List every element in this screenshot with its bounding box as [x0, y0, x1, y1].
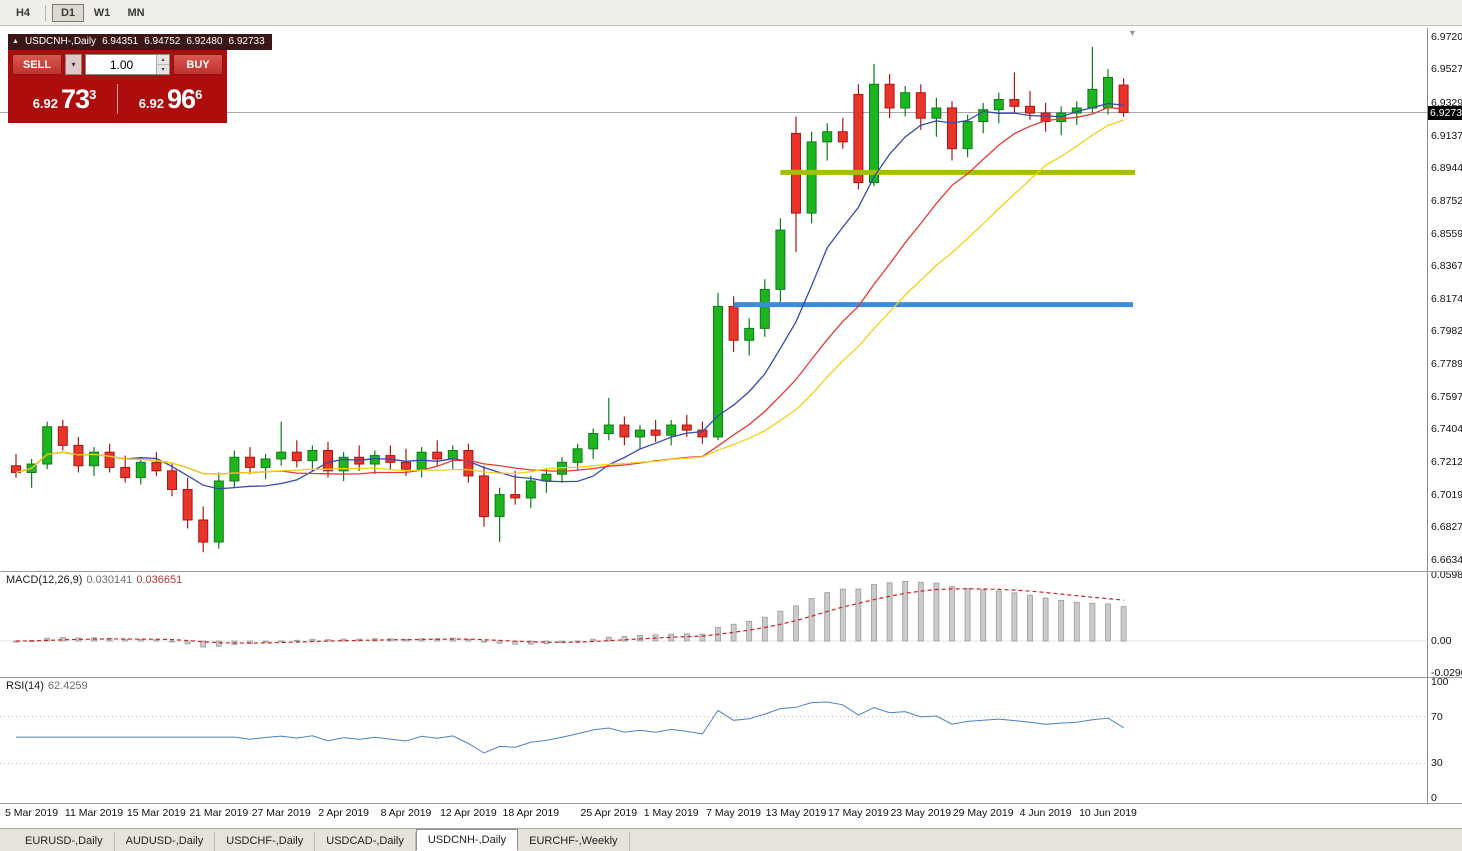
price-axis-label: 6.75970	[1431, 390, 1462, 403]
price-axis-label: 6.89445	[1431, 162, 1462, 175]
price-axis-label: 6.87520	[1431, 194, 1462, 207]
order-type-dropdown[interactable]: ▾	[65, 54, 82, 75]
chart-tab-usdcnh-daily[interactable]: USDCNH-,Daily	[415, 829, 519, 851]
price-axis-label: 6.77895	[1431, 358, 1462, 371]
sell-price-point: 3	[89, 86, 97, 102]
price-axis-label: 6.68270	[1431, 521, 1462, 534]
price-axis-label: 6.74045	[1431, 423, 1462, 436]
chart-tab-usdcad-daily[interactable]: USDCAD-,Daily	[315, 832, 416, 851]
buy-price-point: 6	[195, 86, 203, 102]
price-chart-canvas[interactable]	[0, 28, 1427, 571]
ohlc-high: 6.94752	[144, 36, 181, 47]
date-label: 5 Mar 2019	[5, 807, 59, 819]
current-price-tag: 6.92733	[1428, 105, 1462, 120]
price-axis-label: 6.95275	[1431, 63, 1462, 76]
date-label: 17 May 2019	[828, 807, 889, 819]
price-divider	[117, 84, 118, 114]
chart-tab-audusd-daily[interactable]: AUDUSD-,Daily	[115, 832, 216, 851]
macd-axis-label: 0.0598	[1431, 569, 1462, 581]
date-label: 25 Apr 2019	[580, 807, 638, 819]
date-label: 8 Apr 2019	[380, 807, 432, 819]
timeframe-mn-button[interactable]: MN	[127, 6, 145, 19]
date-label: 21 Mar 2019	[189, 807, 249, 819]
rsi-axis-label: 30	[1431, 757, 1443, 770]
volume-up-button[interactable]: ▴	[156, 55, 169, 65]
rsi-panel-canvas[interactable]	[0, 677, 1427, 803]
date-label: 12 Apr 2019	[440, 807, 497, 819]
ohlc-close: 6.92733	[228, 36, 265, 47]
ohlc-open: 6.94351	[102, 36, 139, 47]
collapse-panel-icon[interactable]: ▲	[12, 38, 19, 45]
chart-tab-eurchf-weekly[interactable]: EURCHF-,Weekly	[518, 832, 630, 851]
date-label: 29 May 2019	[952, 807, 1014, 819]
macd-panel-canvas[interactable]	[0, 571, 1427, 677]
buy-price-base: 6.92	[138, 95, 165, 111]
panel-separator[interactable]	[0, 677, 1462, 678]
price-axis-label: 6.91370	[1431, 129, 1462, 142]
price-axis-label: 6.85595	[1431, 227, 1462, 240]
date-label: 1 May 2019	[643, 807, 699, 819]
volume-field: ▴ ▾	[85, 54, 170, 75]
sell-price-pips: 73	[61, 83, 90, 114]
chart-tab-bar: EURUSD-,Daily AUDUSD-,Daily USDCHF-,Daily U…	[0, 828, 1462, 851]
price-axis: 6.972006.952756.932956.913706.894456.875…	[1427, 28, 1462, 804]
date-label: 11 Mar 2019	[64, 807, 124, 819]
one-click-trading-panel: ▲ USDCNH-,Daily 6.94351 6.94752 6.92480 …	[8, 30, 272, 123]
chart-symbol-period: USDCNH-,Daily	[24, 36, 97, 47]
panel-separator[interactable]	[0, 571, 1462, 572]
price-axis-label: 6.66345	[1431, 553, 1462, 566]
time-axis: 5 Mar 2019 11 Mar 2019 15 Mar 2019 21 Mar 2…	[0, 804, 1462, 827]
rsi-indicator-label: RSI(14) 62.4259	[6, 680, 88, 692]
buy-price-display[interactable]: 6.92 966	[118, 84, 223, 115]
timeframe-w1-button[interactable]: W1	[93, 6, 111, 19]
sell-price-display[interactable]: 6.92 733	[12, 84, 117, 115]
price-axis-label: 6.72120	[1431, 456, 1462, 468]
macd-name: MACD(12,26,9)	[6, 574, 83, 586]
date-label: 27 Mar 2019	[251, 807, 311, 819]
rsi-name: RSI(14)	[6, 680, 44, 692]
date-label: 4 Jun 2019	[1019, 807, 1072, 819]
date-label: 10 Jun 2019	[1079, 807, 1137, 819]
date-label: 15 Mar 2019	[126, 807, 186, 819]
buy-button[interactable]: BUY	[173, 54, 223, 75]
rsi-axis-label: 70	[1431, 710, 1443, 723]
volume-down-button[interactable]: ▾	[156, 65, 169, 74]
price-axis-label: 6.83670	[1431, 260, 1462, 273]
scroll-to-end-marker[interactable]: ▼	[1128, 28, 1137, 38]
price-axis-label: 6.70195	[1431, 488, 1462, 501]
timeframe-toolbar: H4 D1 W1 MN	[0, 0, 1462, 26]
ohlc-low: 6.92480	[186, 36, 223, 47]
buy-price-pips: 96	[167, 83, 196, 114]
price-axis-label: 6.97200	[1431, 30, 1462, 43]
rsi-value: 62.4259	[47, 680, 88, 692]
sell-button[interactable]: SELL	[12, 54, 62, 75]
macd-axis-label: 0.00	[1431, 634, 1452, 647]
date-label: 13 May 2019	[765, 807, 827, 819]
date-label: 7 May 2019	[706, 807, 762, 819]
volume-input[interactable]	[86, 55, 169, 74]
toolbar-separator	[45, 4, 46, 21]
chart-tab-usdchf-daily[interactable]: USDCHF-,Daily	[215, 832, 316, 851]
date-label: 18 Apr 2019	[502, 807, 560, 819]
rsi-axis-label: 100	[1431, 676, 1449, 688]
chart-ohlc-header: ▲ USDCNH-,Daily 6.94351 6.94752 6.92480 …	[8, 34, 272, 50]
price-axis-label: 6.79820	[1431, 325, 1462, 338]
macd-indicator-label: MACD(12,26,9) 0.030141 0.036651	[6, 574, 182, 586]
price-axis-label: 6.81745	[1431, 292, 1462, 305]
timeframe-h4-button[interactable]: H4	[15, 6, 31, 19]
macd-main-value: 0.030141	[86, 574, 133, 586]
rsi-axis-label: 0	[1431, 792, 1437, 804]
sell-price-base: 6.92	[32, 95, 59, 111]
date-label: 23 May 2019	[890, 807, 952, 819]
macd-signal-value: 0.036651	[136, 574, 183, 586]
chart-tab-eurusd-daily[interactable]: EURUSD-,Daily	[14, 832, 115, 851]
macd-axis-label: -0.0290	[1431, 667, 1462, 679]
panel-separator[interactable]	[0, 803, 1462, 804]
timeframe-d1-button[interactable]: D1	[52, 3, 84, 22]
date-label: 2 Apr 2019	[318, 807, 369, 819]
